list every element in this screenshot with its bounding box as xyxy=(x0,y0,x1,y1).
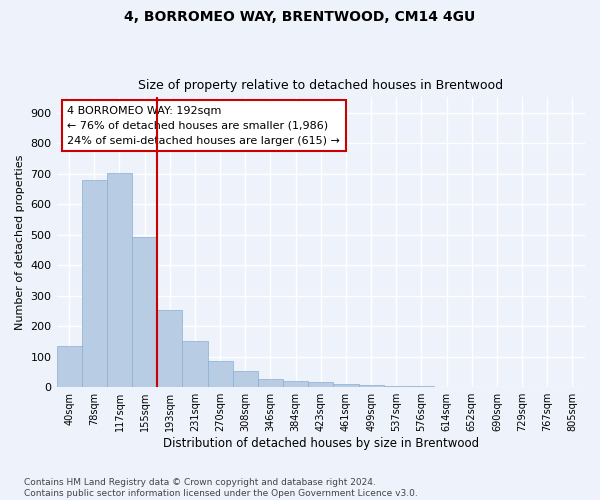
Bar xyxy=(409,386,434,387)
Bar xyxy=(308,382,334,387)
Bar xyxy=(82,180,107,387)
Bar xyxy=(208,362,233,387)
Text: 4, BORROMEO WAY, BRENTWOOD, CM14 4GU: 4, BORROMEO WAY, BRENTWOOD, CM14 4GU xyxy=(124,10,476,24)
Bar xyxy=(359,385,383,387)
X-axis label: Distribution of detached houses by size in Brentwood: Distribution of detached houses by size … xyxy=(163,437,479,450)
Bar xyxy=(157,310,182,387)
Bar xyxy=(258,380,283,387)
Bar xyxy=(182,342,208,387)
Text: Contains HM Land Registry data © Crown copyright and database right 2024.
Contai: Contains HM Land Registry data © Crown c… xyxy=(24,478,418,498)
Bar xyxy=(132,237,157,387)
Y-axis label: Number of detached properties: Number of detached properties xyxy=(15,154,25,330)
Bar xyxy=(459,386,484,387)
Bar xyxy=(383,386,409,387)
Title: Size of property relative to detached houses in Brentwood: Size of property relative to detached ho… xyxy=(138,79,503,92)
Text: 4 BORROMEO WAY: 192sqm
← 76% of detached houses are smaller (1,986)
24% of semi-: 4 BORROMEO WAY: 192sqm ← 76% of detached… xyxy=(67,106,340,146)
Bar xyxy=(283,381,308,387)
Bar xyxy=(107,172,132,387)
Bar xyxy=(233,372,258,387)
Bar xyxy=(56,346,82,387)
Bar xyxy=(334,384,359,387)
Bar xyxy=(434,386,459,387)
